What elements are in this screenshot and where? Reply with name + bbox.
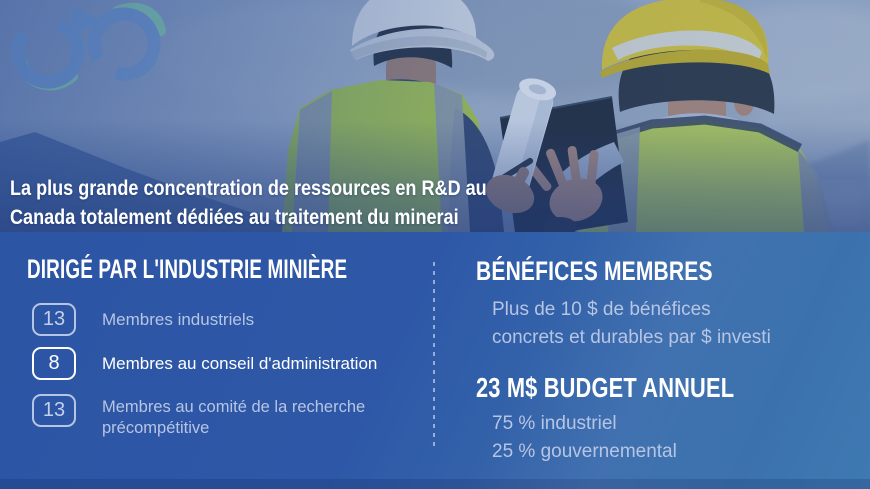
circular-economy-logo-icon [11,2,166,91]
budget-item-governmental: 25 % gouvernemental [492,441,677,462]
stat-row-research-committee: 13 Membres au comité de la recherche pré… [32,394,432,439]
stat-label: Membres au conseil d'administration [102,354,378,373]
headline: La plus grande concentration de ressourc… [10,174,570,232]
headline-line-2: Canada totalement dédiées au traitement … [10,206,459,229]
hero-photo: La plus grande concentration de ressourc… [0,0,870,232]
benefits-line-1: Plus de 10 $ de bénéfices [492,299,711,320]
stat-row-industrial-members: 13 Membres industriels [32,303,254,336]
budget-item-industrial: 75 % industriel [492,413,617,434]
budget-title: 23 M$ BUDGET ANNUEL [476,372,735,403]
bottom-edge-bar [0,479,870,489]
benefits-text: Plus de 10 $ de bénéfices concrets et du… [492,296,771,352]
left-section-title: DIRIGÉ PAR L'INDUSTRIE MINIÈRE [27,254,348,284]
stat-row-board-members: 8 Membres au conseil d'administration [32,347,377,380]
stat-badge: 8 [32,347,76,380]
benefits-title: BÉNÉFICES MEMBRES [476,256,713,286]
stat-label: Membres industriels [102,310,255,329]
stat-label: Membres au comité de la recherche précom… [102,398,366,437]
column-divider [433,262,435,450]
stat-badge: 13 [32,303,76,336]
budget-split: 75 % industriel 25 % gouvernemental [492,410,677,466]
headline-line-1: La plus grande concentration de ressourc… [10,177,487,200]
info-panel [0,232,870,489]
blue-overlay-bottom [0,0,870,232]
stat-badge: 13 [32,394,76,427]
benefits-line-2: concrets et durables par $ investi [492,327,771,348]
